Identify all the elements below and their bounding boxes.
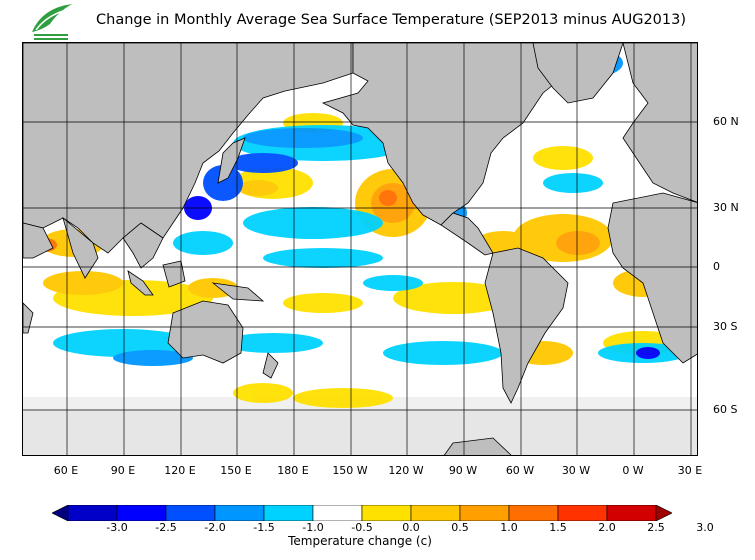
lon-label-30w: 30 W [561,464,591,477]
colorbar-swatch [606,505,657,521]
colorbar-swatch [263,505,314,521]
lat-label-60n: 60 N [713,115,739,128]
colorbar-tick-label: 0.5 [451,521,469,534]
land-central-america [440,212,494,256]
observatory-logo [32,4,72,40]
colorbar [52,505,672,521]
colorbar-swatch [312,505,363,521]
colorbar-arrow-high [655,505,672,521]
lon-label-150e: 150 E [220,464,252,477]
lat-label-30n: 30 N [713,201,739,214]
colorbar-swatch [361,505,412,521]
lon-label-90e: 90 E [110,464,136,477]
colorbar-swatch [165,505,216,521]
lon-label-0w: 0 W [622,464,644,477]
colorbar-tick-label: -1.5 [253,521,275,534]
land-sumatra [127,270,154,296]
land-indochina [122,222,164,269]
land-borneo [162,260,186,288]
lat-label-60s: 60 S [713,403,738,416]
land-greenland [532,43,624,104]
chart-title: Change in Monthly Average Sea Surface Te… [96,12,686,28]
colorbar-swatch [557,505,608,521]
colorbar-tick-label: 1.5 [549,521,567,534]
colorbar-swatch [459,505,510,521]
land-europe [622,43,697,203]
land-masses [23,43,697,455]
colorbar-title: Temperature change (c) [288,534,432,548]
colorbar-arrow-low [52,505,69,521]
colorbar-tick-label: 2.0 [598,521,616,534]
land-new-guinea [211,282,265,302]
lon-label-90w: 90 W [448,464,478,477]
colorbar-swatch [67,505,118,521]
colorbar-tick-label: 1.0 [500,521,518,534]
lon-label-180e: 180 E [277,464,309,477]
land-antarctica-edge [443,437,512,455]
antarctic-ice-region [23,409,697,455]
lon-label-120e: 120 E [164,464,196,477]
colorbar-tick-label: -3.0 [106,521,128,534]
land-arabia [23,222,54,259]
colorbar-tick-label: 0.0 [402,521,420,534]
lon-label-120w: 120 W [388,464,424,477]
colorbar-tick-label: -0.5 [351,521,373,534]
colorbar-tick-label: -2.0 [204,521,226,534]
lon-label-60w: 60 W [505,464,535,477]
land-japan [217,137,246,184]
colorbar-tick-label: -2.5 [155,521,177,534]
map-graticule [23,43,697,455]
lon-label-60e: 60 E [53,464,79,477]
land-north-america [321,43,569,226]
lon-label-30e: 30 E [677,464,703,477]
colorbar-tick-label: -1.0 [302,521,324,534]
lat-label-equator: 0 [713,260,720,273]
colorbar-tick-label: 3.0 [696,521,714,534]
lat-label-30s: 30 S [713,320,738,333]
colorbar-swatch [508,505,559,521]
land-australia [167,300,244,364]
land-south-america [484,247,569,404]
colorbar-swatch [116,505,167,521]
colorbar-swatch [214,505,265,521]
land-africa [607,192,697,364]
land-india [62,216,99,279]
sst-change-map [22,42,698,456]
land-new-zealand [262,352,279,379]
colorbar-swatch [410,505,461,521]
lon-label-150w: 150 W [332,464,368,477]
colorbar-tick-label: 2.5 [647,521,665,534]
land-madagascar [23,302,34,334]
